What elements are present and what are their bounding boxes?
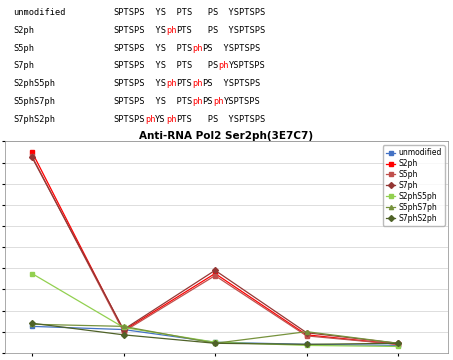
S5phS7ph xyxy=(304,329,309,334)
S5phS7ph xyxy=(121,324,126,329)
S2ph xyxy=(29,150,35,154)
Text: SPTSPS: SPTSPS xyxy=(113,97,145,106)
Text: YS: YS xyxy=(145,44,166,53)
Line: S7ph: S7ph xyxy=(30,155,400,345)
S2ph xyxy=(304,333,309,337)
Text: S7phS2ph: S7phS2ph xyxy=(14,114,55,123)
Text: YS: YS xyxy=(145,8,166,17)
Text: YSPTSPS: YSPTSPS xyxy=(223,97,260,106)
Text: PTS: PTS xyxy=(166,8,192,17)
Text: PTS: PTS xyxy=(176,26,192,35)
Text: PTS: PTS xyxy=(176,114,192,123)
unmodified xyxy=(29,324,35,329)
S7ph xyxy=(304,330,309,335)
Text: YS: YS xyxy=(145,61,166,70)
Text: PS: PS xyxy=(202,44,213,53)
Line: S2phS5ph: S2phS5ph xyxy=(30,271,400,348)
S2phS5ph xyxy=(121,325,126,330)
Text: YSPTSPS: YSPTSPS xyxy=(218,114,265,123)
Text: ph: ph xyxy=(192,97,202,106)
Text: YSPTSPS: YSPTSPS xyxy=(218,26,265,35)
S7ph xyxy=(212,268,218,273)
Text: SPTSPS: SPTSPS xyxy=(113,26,145,35)
Legend: unmodified, S2ph, S5ph, S7ph, S2phS5ph, S5phS7ph, S7phS2ph: unmodified, S2ph, S5ph, S7ph, S2phS5ph, … xyxy=(383,145,445,226)
Text: ph: ph xyxy=(192,44,202,53)
S2phS5ph xyxy=(212,340,218,345)
S5phS7ph xyxy=(29,322,35,327)
S5ph xyxy=(29,154,35,158)
S7ph xyxy=(121,327,126,332)
Text: YSPTSPS: YSPTSPS xyxy=(218,8,265,17)
Line: unmodified: unmodified xyxy=(30,324,400,347)
S2phS5ph xyxy=(395,344,401,348)
Line: S5ph: S5ph xyxy=(30,154,400,346)
S5ph xyxy=(121,329,126,334)
Text: YSPTSPS: YSPTSPS xyxy=(213,79,260,88)
Text: PS: PS xyxy=(192,8,218,17)
unmodified xyxy=(395,343,401,347)
Text: S2phS5ph: S2phS5ph xyxy=(14,79,55,88)
Line: S2ph: S2ph xyxy=(30,150,400,346)
Text: PTS: PTS xyxy=(176,79,192,88)
Text: S7ph: S7ph xyxy=(14,61,34,70)
Text: SPTSPS: SPTSPS xyxy=(113,114,145,123)
S7ph xyxy=(395,341,401,346)
S5phS7ph xyxy=(395,341,401,346)
S2phS5ph xyxy=(304,343,309,347)
Text: S5phS7ph: S5phS7ph xyxy=(14,97,55,106)
Text: ph: ph xyxy=(166,114,176,123)
Text: PS: PS xyxy=(192,114,218,123)
Text: PTS: PTS xyxy=(166,61,192,70)
Text: unmodified: unmodified xyxy=(14,8,66,17)
Text: PTS: PTS xyxy=(166,44,192,53)
S7phS2ph xyxy=(29,321,35,325)
Text: SPTSPS: SPTSPS xyxy=(113,79,145,88)
Line: S7phS2ph: S7phS2ph xyxy=(30,321,400,346)
unmodified xyxy=(121,327,126,332)
Text: ph: ph xyxy=(218,61,229,70)
Text: ph: ph xyxy=(166,79,176,88)
Text: YS: YS xyxy=(145,26,166,35)
Text: PS: PS xyxy=(192,26,218,35)
S2ph xyxy=(395,342,401,347)
S7ph xyxy=(29,155,35,159)
unmodified xyxy=(212,340,218,345)
unmodified xyxy=(304,342,309,347)
Text: PTS: PTS xyxy=(166,97,192,106)
Text: SPTSPS: SPTSPS xyxy=(113,61,145,70)
S7phS2ph xyxy=(121,333,126,337)
Text: SPTSPS: SPTSPS xyxy=(113,44,145,53)
S5ph xyxy=(395,342,401,347)
Text: ph: ph xyxy=(213,97,223,106)
Text: YS: YS xyxy=(155,114,166,123)
Text: S2ph: S2ph xyxy=(14,26,34,35)
Text: YS: YS xyxy=(145,97,166,106)
S2ph xyxy=(212,271,218,276)
Text: YS: YS xyxy=(145,79,166,88)
Text: S5ph: S5ph xyxy=(14,44,34,53)
S5ph xyxy=(304,334,309,338)
Text: PS: PS xyxy=(202,97,213,106)
Title: Anti-RNA Pol2 Ser2ph(3E7C7): Anti-RNA Pol2 Ser2ph(3E7C7) xyxy=(140,131,313,141)
Text: YSPTSPS: YSPTSPS xyxy=(213,44,260,53)
Text: SPTSPS: SPTSPS xyxy=(113,8,145,17)
Line: S5phS7ph: S5phS7ph xyxy=(30,322,400,345)
Text: PS: PS xyxy=(202,79,213,88)
S5ph xyxy=(212,274,218,278)
Text: YSPTSPS: YSPTSPS xyxy=(229,61,265,70)
S5phS7ph xyxy=(212,341,218,346)
Text: ph: ph xyxy=(166,26,176,35)
S7phS2ph xyxy=(395,341,401,346)
Text: ph: ph xyxy=(192,79,202,88)
S2ph xyxy=(121,328,126,333)
Text: PS: PS xyxy=(192,61,218,70)
S2phS5ph xyxy=(29,271,35,276)
Text: ph: ph xyxy=(145,114,155,123)
S7phS2ph xyxy=(304,342,309,347)
S7phS2ph xyxy=(212,341,218,346)
